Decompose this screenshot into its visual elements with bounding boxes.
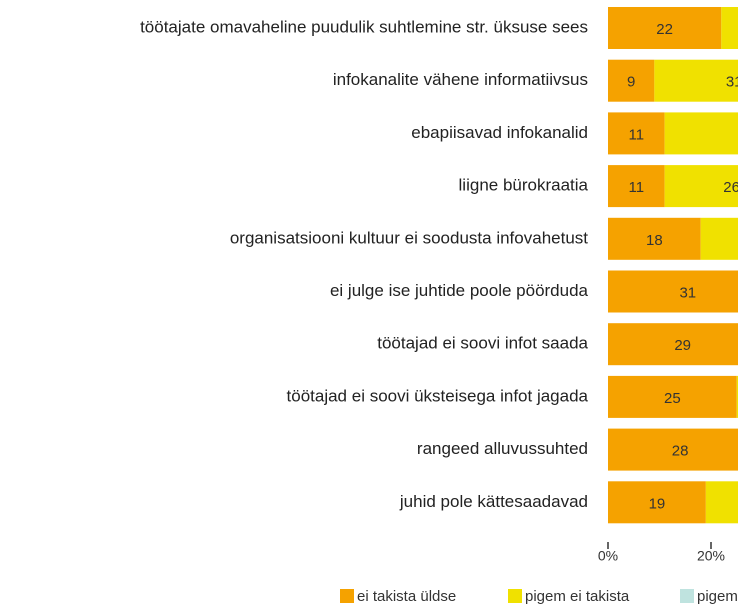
bar-segment	[608, 112, 665, 155]
category-label: liigne bürokraatia	[459, 176, 589, 195]
category-label: juhid pole kättesaadavad	[399, 492, 588, 511]
value-label: 31	[726, 74, 738, 91]
category-label: töötajate omavaheline puudulik suhtlemin…	[140, 17, 588, 36]
bar-segment	[608, 270, 738, 313]
bar-segment	[664, 165, 738, 208]
bar-segment	[721, 7, 738, 49]
bar-segment	[608, 375, 737, 418]
legend-label: pigem takistab	[697, 588, 738, 605]
category-label: organisatsiooni kultuur ei soodusta info…	[230, 228, 588, 247]
category-label: infokanalite vähene informatiivsus	[333, 70, 588, 89]
value-label: 11	[629, 126, 645, 143]
value-label: 22	[656, 21, 673, 38]
value-label: 19	[649, 495, 666, 512]
bar-segment	[608, 428, 738, 471]
bar-segment	[736, 375, 738, 418]
x-tick-label: 20%	[697, 548, 725, 564]
value-label: 11	[629, 179, 645, 196]
legend-swatch	[340, 589, 354, 603]
bar-segment	[705, 481, 738, 524]
bar-segment	[654, 59, 738, 102]
bar-segment	[700, 217, 738, 260]
category-label: rangeed alluvussuhted	[417, 439, 588, 458]
bar-segment	[608, 165, 665, 208]
value-label: 31	[679, 284, 696, 301]
bar-segment	[664, 112, 738, 155]
legend-swatch	[680, 589, 694, 603]
category-label: ebapiisavad infokanalid	[411, 123, 588, 142]
bar-segment	[608, 323, 738, 366]
value-label: 25	[664, 390, 681, 407]
category-label: töötajad ei soovi infot saada	[377, 334, 588, 353]
value-label: 28	[672, 443, 689, 460]
x-tick-label: 0%	[598, 548, 618, 564]
category-label: ei julge ise juhtide poole pöörduda	[330, 281, 589, 300]
category-label: töötajad ei soovi üksteisega infot jagad…	[287, 386, 589, 405]
bar-segment	[608, 7, 722, 49]
legend-label: pigem ei takista	[525, 588, 630, 605]
legend-label: ei takista üldse	[357, 588, 456, 605]
value-label: 29	[674, 337, 691, 354]
value-label: 26	[723, 179, 738, 196]
legend-swatch	[508, 589, 522, 603]
bar-segment	[608, 217, 701, 260]
bar-segment	[608, 481, 706, 524]
value-label: 18	[646, 232, 663, 249]
value-label: 9	[627, 74, 635, 91]
bar-segment	[608, 59, 655, 102]
